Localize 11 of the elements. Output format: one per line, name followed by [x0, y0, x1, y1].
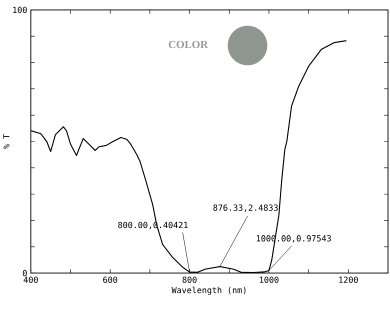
x-tick-label: 600 — [103, 276, 118, 284]
annotation: 876.33,2.4833 — [213, 204, 278, 212]
y-axis-title: % T — [3, 134, 10, 150]
x-tick-label: 1000 — [260, 276, 278, 284]
y-tick-label: 100 — [13, 6, 27, 14]
x-tick-label: 800 — [182, 276, 197, 284]
x-tick-label: 400 — [24, 276, 38, 284]
x-axis-title: Wavelength (nm) — [172, 286, 246, 296]
x-tick-label: 1200 — [339, 276, 358, 284]
y-tick-label: 0 — [22, 270, 27, 276]
annotation: COLOR — [168, 41, 208, 48]
